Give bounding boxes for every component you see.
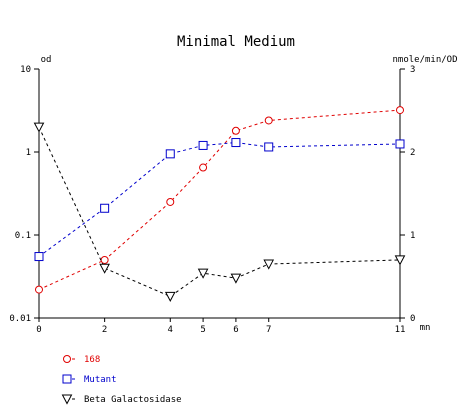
x-tick-label: 6 <box>233 325 238 335</box>
data-point <box>264 142 274 152</box>
series-line <box>38 126 401 297</box>
series-line <box>38 109 401 291</box>
legend-marker <box>61 394 73 405</box>
series-1 <box>34 138 405 262</box>
x-tick-label: 4 <box>168 325 173 335</box>
y-left-tick-label: 1 <box>26 148 31 158</box>
series-0 <box>35 106 404 294</box>
series-layer <box>33 106 406 302</box>
x-tick-label: 5 <box>200 325 205 335</box>
legend-item: Mutant <box>62 374 117 385</box>
data-point <box>199 163 208 172</box>
data-point <box>231 126 240 135</box>
series-line <box>38 142 401 257</box>
y-left-tick-label: 10 <box>20 65 31 75</box>
y-axis-left-label: od <box>41 55 52 65</box>
data-point <box>231 138 241 148</box>
data-point <box>164 291 176 302</box>
legend-label: Beta Galactosidase <box>84 395 182 405</box>
axes: 0 2 4 5 6 7 11 0.01 0.1 1 10 0 1 2 3 <box>9 65 415 335</box>
y-left-tick-label: 0.01 <box>9 314 31 324</box>
series-2 <box>33 122 406 302</box>
data-point <box>230 273 242 284</box>
data-point <box>264 116 273 125</box>
legend-marker <box>62 374 72 384</box>
x-tick-label: 0 <box>36 325 41 335</box>
data-point <box>165 149 175 159</box>
data-point <box>99 263 110 274</box>
x-tick-label: 11 <box>395 325 406 335</box>
chart-title: Minimal Medium <box>177 34 295 50</box>
y-right-tick-label: 3 <box>410 65 415 75</box>
data-point <box>33 122 45 133</box>
y-left-tick-label: 0.1 <box>15 231 31 241</box>
y-right-tick-label: 1 <box>410 231 415 241</box>
legend-item: Beta Galactosidase <box>61 394 182 405</box>
y-right-tick-label: 2 <box>410 148 415 158</box>
legend-label: 168 <box>84 355 100 365</box>
legend: 168 Mutant Beta Galactosidase <box>61 355 182 405</box>
x-tick-label: 2 <box>102 325 107 335</box>
data-point <box>394 255 406 266</box>
data-point <box>166 197 175 206</box>
data-point <box>100 203 110 213</box>
y-axis-right-label: nmole/min/OD <box>392 55 457 65</box>
y-right-tick-label: 0 <box>410 314 415 324</box>
data-point <box>35 285 43 294</box>
legend-label: Mutant <box>84 375 117 385</box>
data-point <box>34 252 44 262</box>
data-point <box>197 268 209 279</box>
data-point <box>263 259 275 270</box>
data-point <box>100 255 109 264</box>
data-point <box>395 139 405 149</box>
legend-item: 168 <box>63 355 100 365</box>
x-tick-label: 7 <box>266 325 271 335</box>
data-point <box>198 140 208 150</box>
data-point <box>396 106 404 115</box>
legend-marker <box>63 355 71 363</box>
x-axis-label: mn <box>420 323 431 333</box>
